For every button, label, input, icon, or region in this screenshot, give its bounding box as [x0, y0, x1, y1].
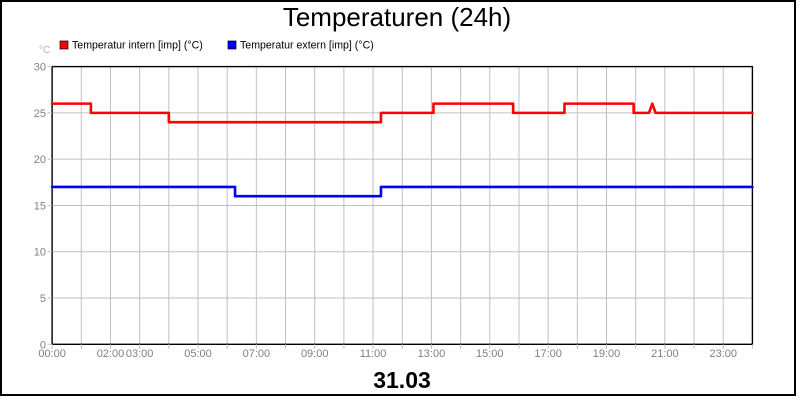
svg-text:Temperatur extern [imp] (°C): Temperatur extern [imp] (°C) — [240, 40, 374, 52]
svg-text:19:00: 19:00 — [593, 348, 621, 360]
svg-text:30: 30 — [34, 62, 46, 74]
svg-text:15:00: 15:00 — [476, 348, 504, 360]
svg-text:20: 20 — [34, 154, 46, 166]
svg-text:31.03: 31.03 — [373, 367, 431, 393]
svg-text:10: 10 — [34, 247, 46, 259]
svg-text:13:00: 13:00 — [418, 348, 446, 360]
svg-text:11:00: 11:00 — [360, 348, 387, 360]
svg-text:15: 15 — [34, 200, 46, 212]
svg-text:23:00: 23:00 — [709, 348, 737, 360]
svg-text:00:00: 00:00 — [38, 348, 66, 360]
svg-text:09:00: 09:00 — [301, 348, 329, 360]
svg-text:21:00: 21:00 — [651, 348, 679, 360]
svg-text:17:00: 17:00 — [534, 348, 562, 360]
svg-text:Temperatur intern [imp] (°C): Temperatur intern [imp] (°C) — [72, 40, 203, 52]
svg-text:03:00: 03:00 — [126, 348, 154, 360]
svg-text:05:00: 05:00 — [184, 348, 212, 360]
svg-text:°C: °C — [39, 45, 50, 56]
svg-text:02:00: 02:00 — [97, 348, 125, 360]
svg-text:25: 25 — [34, 108, 46, 120]
svg-text:5: 5 — [40, 293, 46, 305]
svg-text:07:00: 07:00 — [243, 348, 271, 360]
